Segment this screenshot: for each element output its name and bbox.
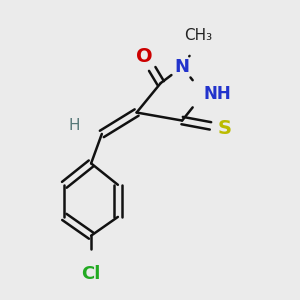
Text: CH₃: CH₃ [184,28,212,43]
Text: S: S [218,119,232,138]
Text: N: N [175,58,190,76]
Text: NH: NH [203,85,231,103]
Text: H: H [69,118,80,134]
Text: O: O [136,47,153,66]
Text: Cl: Cl [81,265,101,283]
